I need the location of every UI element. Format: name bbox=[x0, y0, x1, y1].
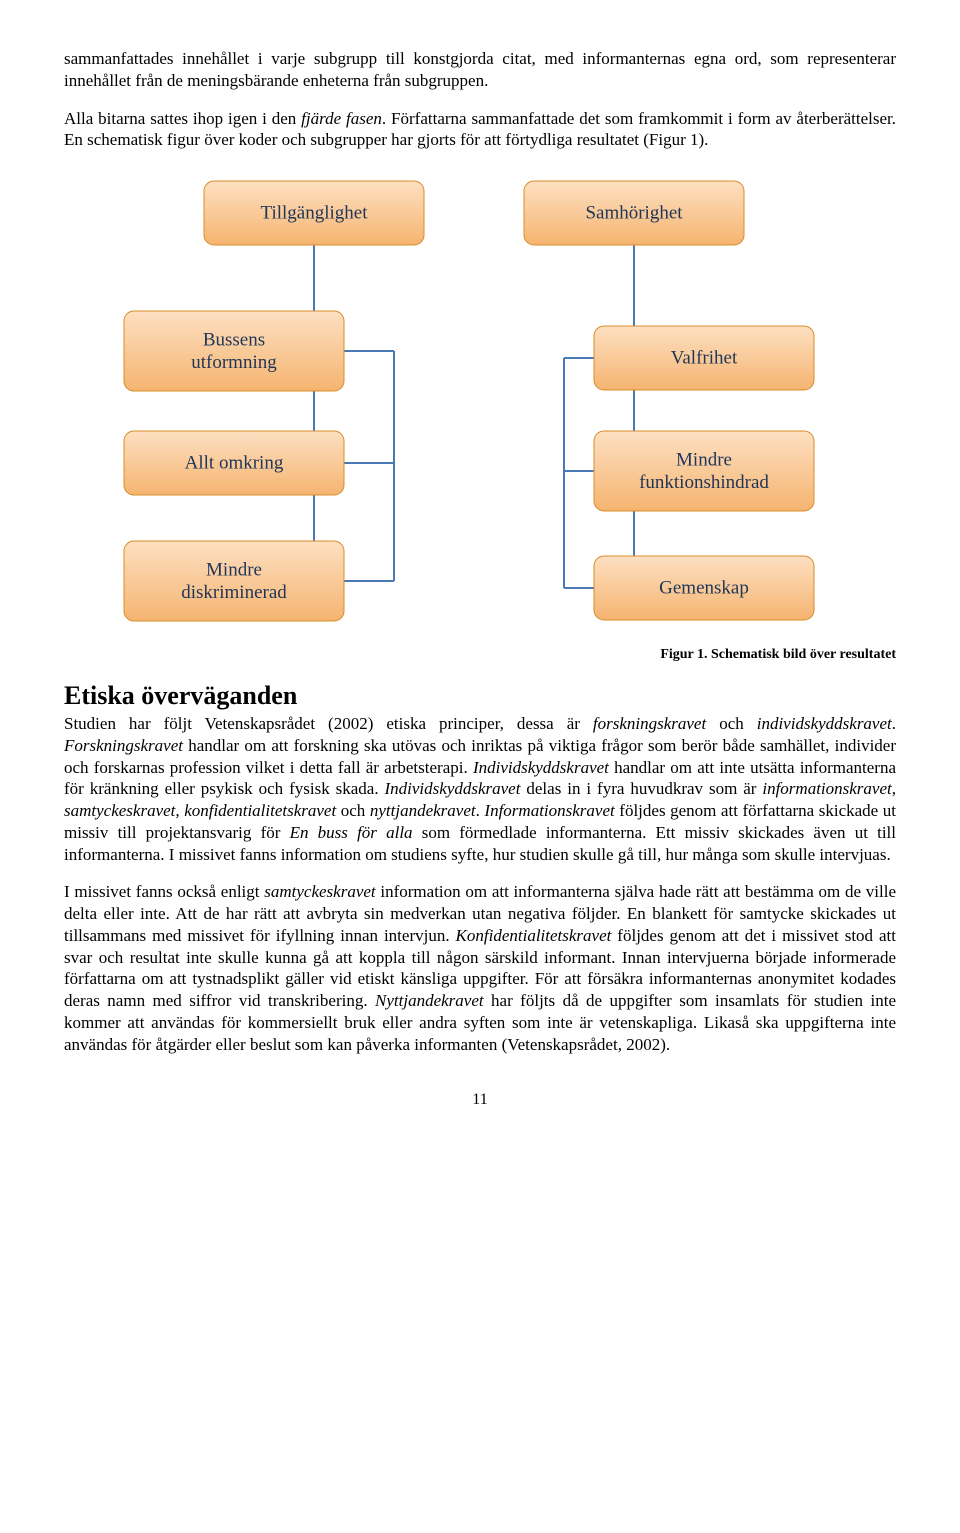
diagram-node-label: Tillgänglighet bbox=[261, 203, 369, 224]
diagram-node-label: diskriminerad bbox=[181, 582, 287, 603]
text-italic: forskningskravet bbox=[593, 714, 706, 733]
text: sammanfattades innehållet i varje subgru… bbox=[64, 49, 896, 90]
figure-1-diagram: Tillgänglighet Samhörighet Bussensutformni… bbox=[64, 171, 896, 641]
text: I missivet fanns också enligt bbox=[64, 882, 264, 901]
diagram-node-diskriminerad: Mindrediskriminerad bbox=[124, 541, 344, 621]
diagram-node-label: Samhörighet bbox=[585, 203, 683, 224]
text-italic: nyttjandekravet bbox=[370, 801, 476, 820]
text-italic: fjärde fasen bbox=[301, 109, 382, 128]
text: . bbox=[892, 714, 896, 733]
text-italic: Individskyddskravet bbox=[385, 779, 521, 798]
text-italic: Forskningskravet bbox=[64, 736, 183, 755]
diagram-node-label: Bussens bbox=[203, 329, 265, 350]
text-italic: samtyckeskravet bbox=[264, 882, 375, 901]
diagram-node-alltomkring: Allt omkring bbox=[124, 431, 344, 495]
diagram-node-label: Gemenskap bbox=[659, 578, 749, 599]
text-italic: Konfidentialitetskravet bbox=[456, 926, 612, 945]
text: och bbox=[706, 714, 757, 733]
page-number: 11 bbox=[64, 1091, 896, 1109]
diagram-node-tillganglighet: Tillgänglighet bbox=[204, 181, 424, 245]
text-italic: Informationskravet bbox=[484, 801, 614, 820]
diagram-node-label: Valfrihet bbox=[671, 348, 738, 369]
diagram-node-funktionsh: Mindrefunktionshindrad bbox=[594, 431, 814, 511]
text: och bbox=[336, 801, 370, 820]
diagram-node-label: Mindre bbox=[206, 559, 262, 580]
figure-caption: Figur 1. Schematisk bild över resultatet bbox=[64, 647, 896, 663]
text-italic: Nyttjandekravet bbox=[375, 991, 484, 1010]
diagram-node-samhorighet: Samhörighet bbox=[524, 181, 744, 245]
text-italic: Individskyddskravet bbox=[473, 758, 609, 777]
diagram-node-label: Mindre bbox=[676, 449, 732, 470]
text: delas in i fyra huvudkrav som är bbox=[520, 779, 762, 798]
diagram-svg: Tillgänglighet Samhörighet Bussensutformni… bbox=[64, 171, 884, 641]
text: Studien har följt Vetenskapsrådet (2002)… bbox=[64, 714, 593, 733]
section-heading-etiska: Etiska överväganden bbox=[64, 681, 896, 711]
diagram-node-label: funktionshindrad bbox=[639, 472, 769, 493]
paragraph-ethics-1: Studien har följt Vetenskapsrådet (2002)… bbox=[64, 713, 896, 865]
paragraph-ethics-2: I missivet fanns också enligt samtyckesk… bbox=[64, 881, 896, 1055]
diagram-node-label: utformning bbox=[191, 352, 277, 373]
diagram-node-bussens: Bussensutformning bbox=[124, 311, 344, 391]
diagram-node-valfrihet: Valfrihet bbox=[594, 326, 814, 390]
text-italic: En buss för alla bbox=[290, 823, 413, 842]
text-italic: individskyddskravet bbox=[757, 714, 892, 733]
diagram-node-label: Allt omkring bbox=[185, 453, 284, 474]
paragraph-intro: sammanfattades innehållet i varje subgru… bbox=[64, 48, 896, 92]
text: Alla bitarna sattes ihop igen i den bbox=[64, 109, 301, 128]
diagram-node-gemenskap: Gemenskap bbox=[594, 556, 814, 620]
paragraph-phase: Alla bitarna sattes ihop igen i den fjär… bbox=[64, 108, 896, 152]
